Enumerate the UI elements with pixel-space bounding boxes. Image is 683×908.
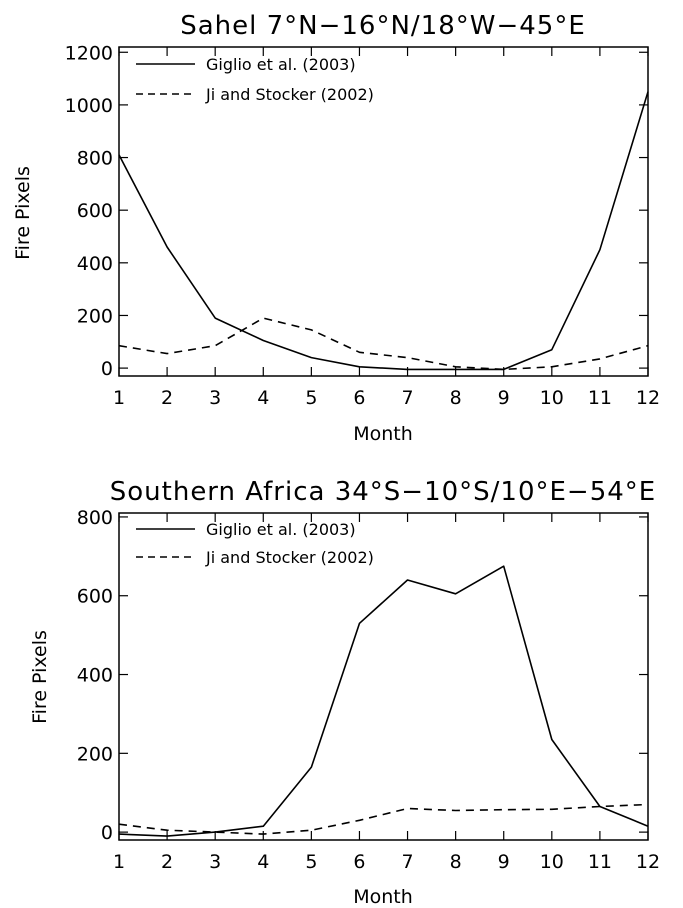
- x-tick-label: 6: [353, 851, 365, 873]
- y-tick-label: 1000: [65, 95, 113, 117]
- legend-label-giglio: Giglio et al. (2003): [206, 520, 356, 539]
- y-tick-label: 0: [101, 358, 113, 380]
- series-layer: [118, 565, 649, 837]
- x-tick-label: 7: [401, 851, 413, 873]
- x-tick-label: 1: [113, 851, 125, 873]
- x-tick-label: 4: [257, 387, 269, 409]
- plot-frame: [118, 512, 649, 841]
- y-tick-label: 600: [77, 200, 113, 222]
- series-line-giglio: [118, 565, 649, 837]
- x-tick-label: 3: [209, 387, 221, 409]
- x-tick-label: 8: [450, 851, 462, 873]
- y-tick-label: 400: [77, 665, 113, 687]
- y-tick-label: 200: [77, 305, 113, 327]
- x-tick-label: 2: [161, 387, 173, 409]
- y-tick-label: 1200: [65, 42, 113, 64]
- x-tick-label: 6: [353, 387, 365, 409]
- y-tick-label: 400: [77, 253, 113, 275]
- y-tick-label: 800: [77, 148, 113, 170]
- southern-africa-chart: Southern Africa 34°S−10°S/10°E−54°E Fire…: [29, 477, 660, 908]
- legend: Giglio et al. (2003) Ji and Stocker (200…: [136, 55, 374, 104]
- x-tick-label: 9: [498, 387, 510, 409]
- x-tick-label: 3: [209, 851, 221, 873]
- x-tick-label: 10: [540, 387, 564, 409]
- x-tick-label: 7: [401, 387, 413, 409]
- y-axis-label: Fire Pixels: [29, 630, 51, 724]
- x-tick-label: 11: [588, 387, 612, 409]
- x-tick-label: 1: [113, 387, 125, 409]
- x-tick-label: 10: [540, 851, 564, 873]
- x-tick-label: 4: [257, 851, 269, 873]
- x-tick-label: 12: [636, 387, 660, 409]
- chart-title: Sahel 7°N−16°N/18°W−45°E: [180, 11, 586, 41]
- legend-label-giglio: Giglio et al. (2003): [206, 55, 356, 74]
- y-tick-label: 800: [77, 507, 113, 529]
- legend: Giglio et al. (2003) Ji and Stocker (200…: [136, 520, 374, 567]
- x-tick-label: 12: [636, 851, 660, 873]
- series-line-giglio: [118, 91, 649, 371]
- x-tick-label: 5: [305, 387, 317, 409]
- legend-label-ji: Ji and Stocker (2002): [205, 85, 374, 104]
- series-line-ji: [118, 803, 649, 835]
- x-axis-label: Month: [353, 886, 413, 908]
- series-line-ji: [118, 317, 649, 371]
- plot-frame: [118, 46, 649, 377]
- x-tick-label: 9: [498, 851, 510, 873]
- x-tick-label: 11: [588, 851, 612, 873]
- y-axis-label: Fire Pixels: [12, 166, 34, 260]
- x-axis-label: Month: [353, 423, 413, 445]
- x-tick-label: 8: [450, 387, 462, 409]
- chart-title: Southern Africa 34°S−10°S/10°E−54°E: [110, 477, 656, 507]
- y-tick-label: 200: [77, 743, 113, 765]
- legend-label-ji: Ji and Stocker (2002): [205, 548, 374, 567]
- sahel-chart: Sahel 7°N−16°N/18°W−45°E Fire Pixels Mon…: [12, 11, 660, 445]
- x-tick-label: 2: [161, 851, 173, 873]
- x-tick-label: 5: [305, 851, 317, 873]
- y-tick-label: 600: [77, 586, 113, 608]
- series-layer: [118, 91, 649, 371]
- y-tick-label: 0: [101, 822, 113, 844]
